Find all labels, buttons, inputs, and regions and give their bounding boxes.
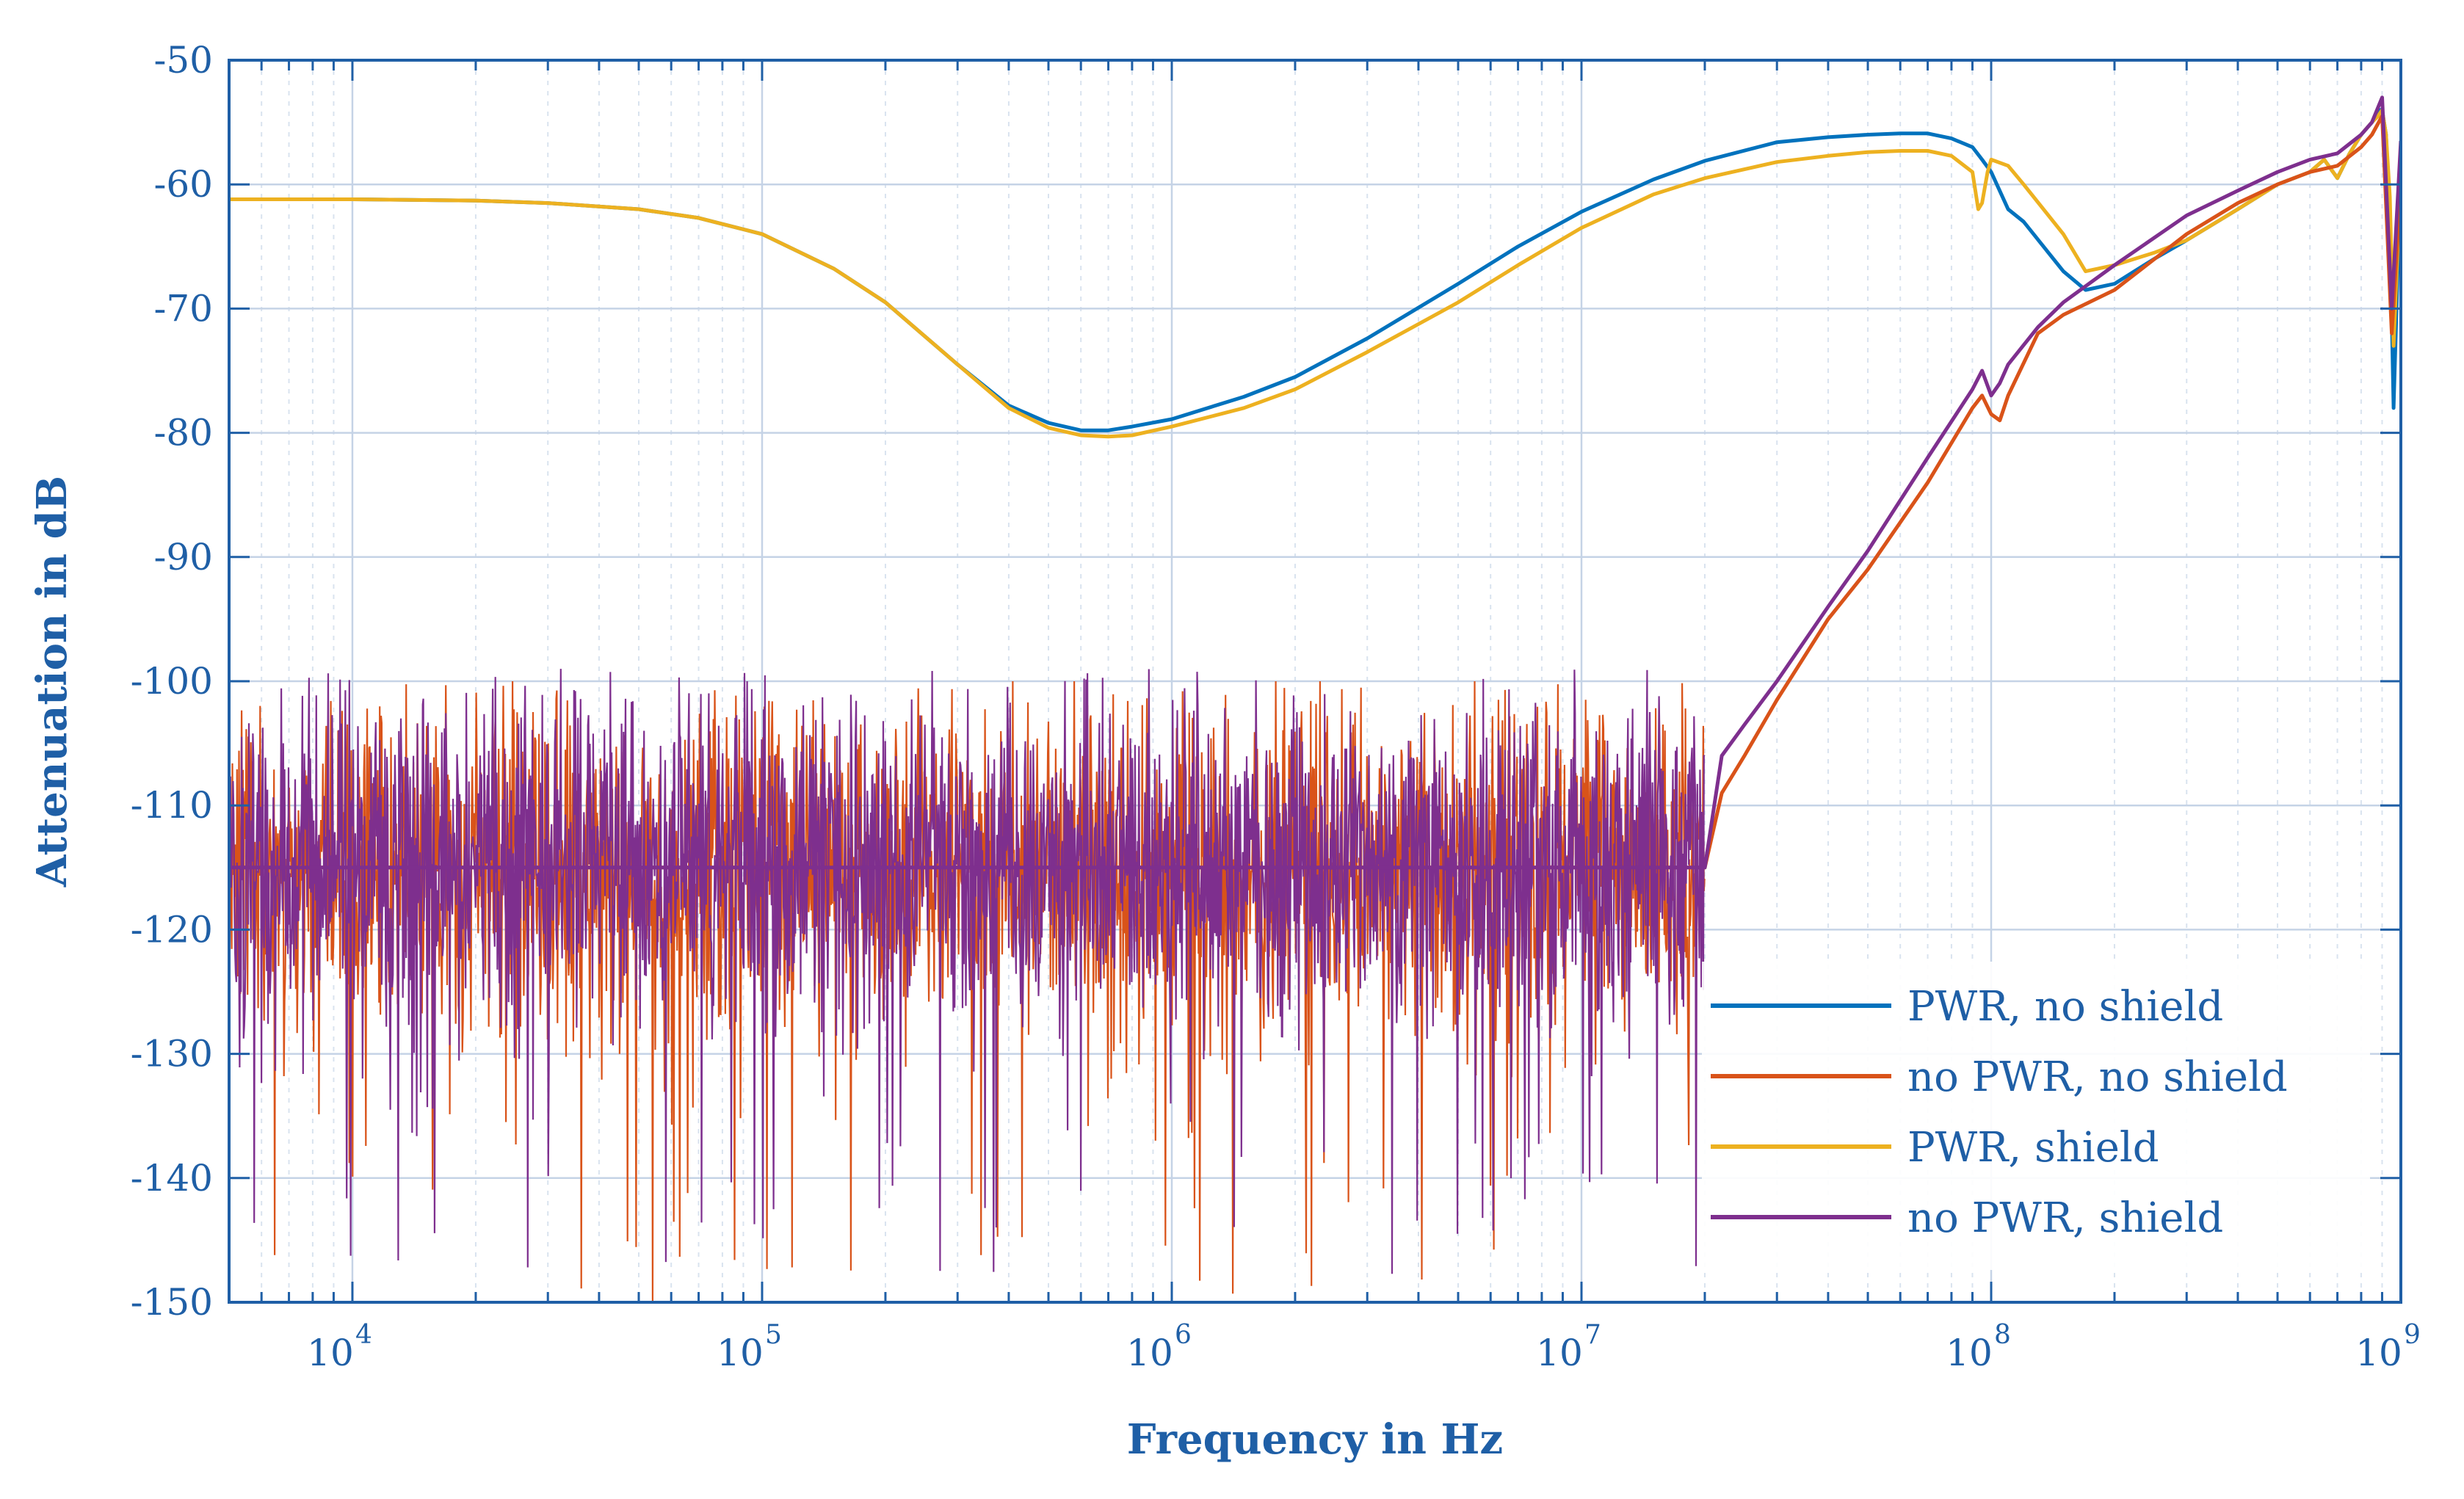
x-tick-label: 10 — [1536, 1332, 1583, 1374]
x-tick-exponent: 8 — [1994, 1320, 2011, 1350]
legend-label: no PWR, shield — [1907, 1194, 2223, 1242]
y-tick-label: -100 — [131, 660, 213, 703]
x-tick-label: 10 — [307, 1332, 354, 1374]
y-tick-label: -70 — [153, 287, 213, 330]
y-tick-label: -120 — [131, 908, 213, 951]
series-line — [229, 108, 2401, 439]
y-tick-label: -60 — [153, 163, 213, 206]
series-pwr-shield — [229, 108, 2401, 439]
x-tick-exponent: 5 — [765, 1320, 782, 1350]
legend-label: PWR, no shield — [1907, 983, 2223, 1031]
x-tick-label: 10 — [717, 1332, 764, 1374]
x-tick-label: 10 — [1946, 1332, 1993, 1374]
y-tick-label: -80 — [153, 412, 213, 454]
legend-label: no PWR, no shield — [1907, 1053, 2288, 1101]
y-tick-label: -90 — [153, 536, 213, 578]
series-layer — [229, 95, 2401, 1302]
y-tick-label: -140 — [131, 1157, 213, 1199]
x-tick-exponent: 6 — [1175, 1320, 1192, 1350]
legend-label: PWR, shield — [1907, 1124, 2159, 1172]
series-line — [229, 114, 2401, 870]
y-tick-label: -110 — [131, 784, 213, 827]
series-no-pwr-shield — [229, 95, 2401, 1274]
y-tick-label: -50 — [153, 39, 213, 81]
x-tick-exponent: 7 — [1584, 1320, 1601, 1350]
legend: PWR, no shield no PWR, no shield PWR, shie… — [1702, 962, 2370, 1270]
x-axis-title: Frequency in Hz — [1127, 1415, 1503, 1464]
tick-labels: -50 -60 -70 -80 -90 -100 -110 -120 -130 -140 -150 1… — [131, 39, 2421, 1374]
series-line — [229, 95, 2401, 870]
y-tick-label: -150 — [131, 1281, 213, 1324]
axes — [228, 59, 2402, 1304]
x-tick-exponent: 4 — [355, 1320, 372, 1350]
y-tick-label: -130 — [131, 1033, 213, 1075]
series-noise-line — [229, 669, 1706, 1274]
x-tick-exponent: 9 — [2404, 1320, 2421, 1350]
y-axis-title: Attenuation in dB — [28, 476, 76, 888]
x-tick-label: 10 — [2355, 1332, 2402, 1374]
x-tick-label: 10 — [1126, 1332, 1173, 1374]
